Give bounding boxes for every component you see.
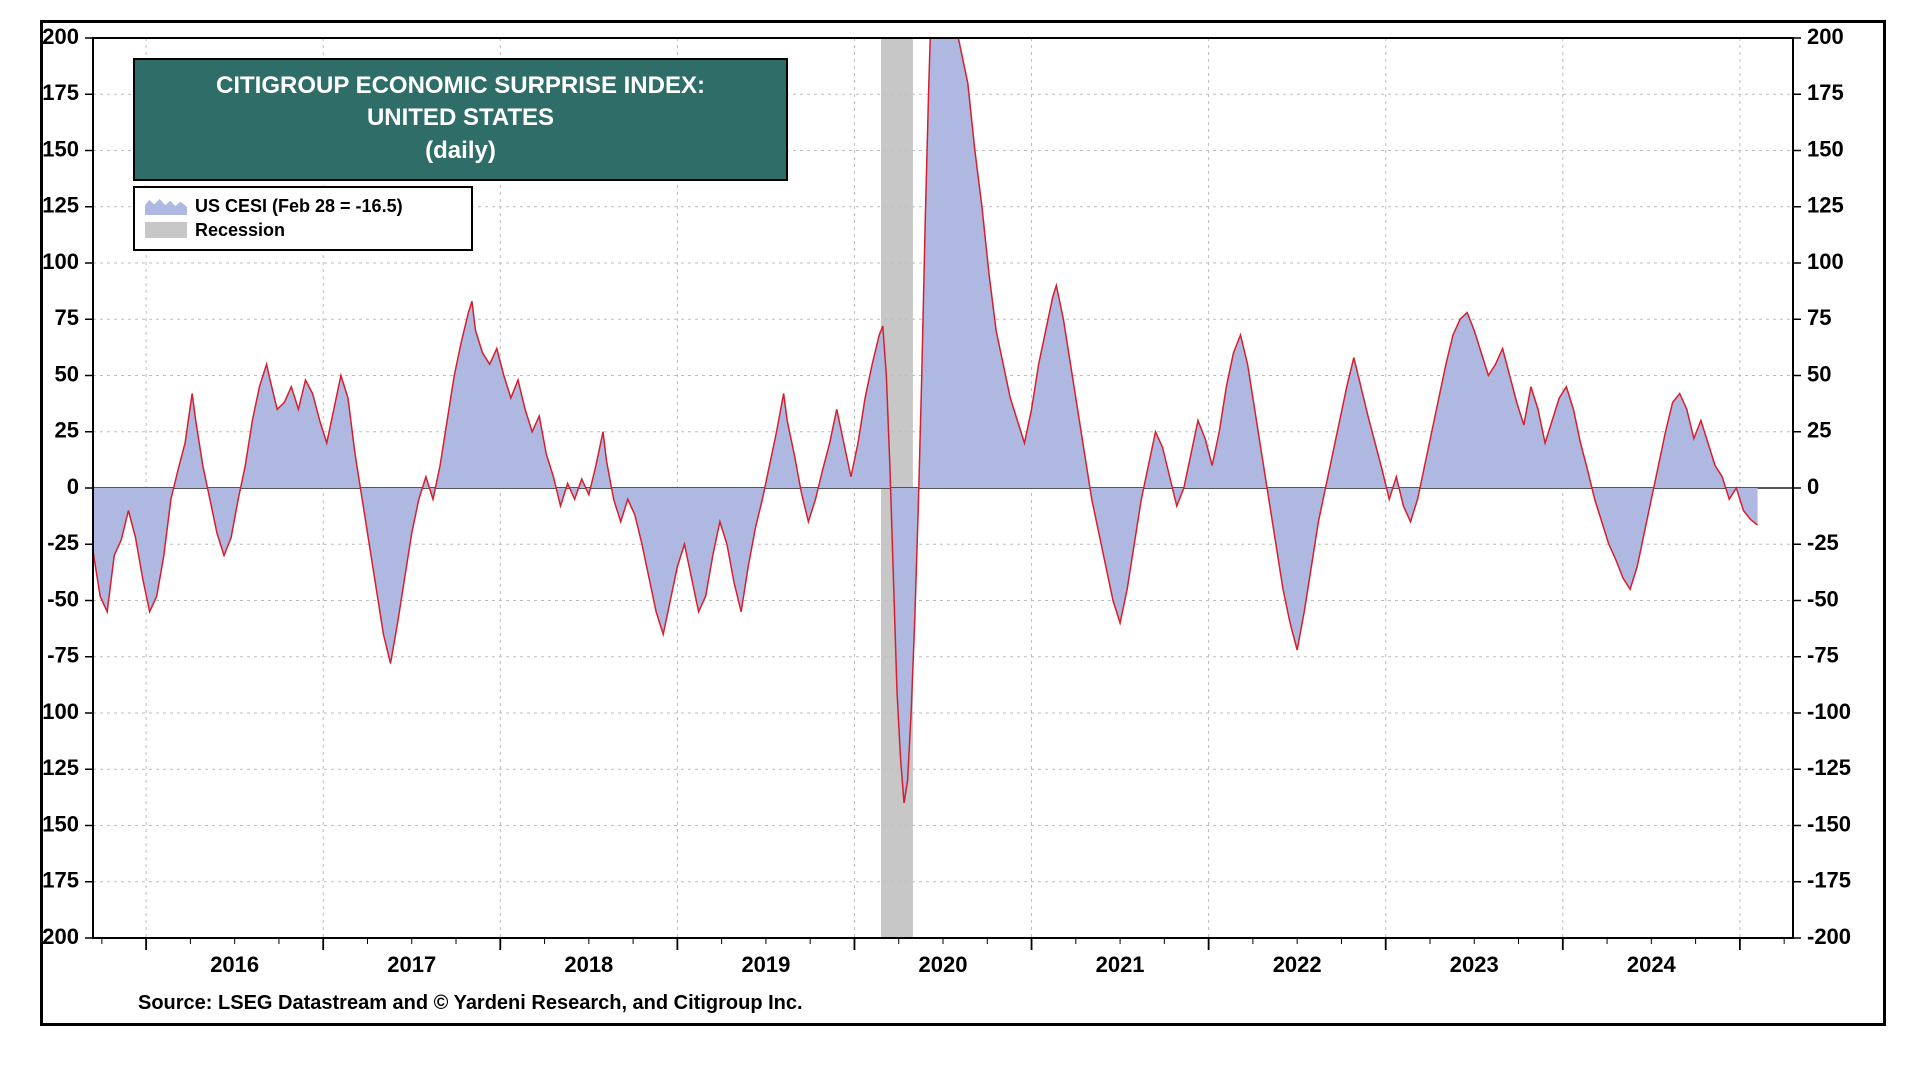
y-tick-label: -200 (43, 924, 79, 949)
y-tick-label: 0 (67, 474, 79, 499)
legend-item-series: US CESI (Feb 28 = -16.5) (145, 194, 459, 218)
x-tick-label: 2021 (1096, 952, 1145, 977)
y-tick-label: 125 (1807, 193, 1844, 218)
chart-source-text: Source: LSEG Datastream and © Yardeni Re… (138, 992, 803, 1015)
x-tick-label: 2024 (1627, 952, 1677, 977)
y-axis-left: -200 -175 -150 -125 -100 -75 -50 -25 0 25 50 75 100 1… (43, 24, 93, 949)
y-tick-label: -125 (1807, 755, 1851, 780)
chart-legend: US CESI (Feb 28 = -16.5) Recession (133, 186, 473, 251)
legend-swatch-recession-icon (145, 222, 187, 238)
y-tick-label: 50 (55, 361, 79, 386)
y-tick-label: 25 (55, 418, 79, 443)
x-tick-label: 2022 (1273, 952, 1322, 977)
y-tick-label: -100 (43, 699, 79, 724)
y-tick-label: 175 (43, 80, 79, 105)
legend-item-recession: Recession (145, 218, 459, 242)
chart-title-line2: UNITED STATES (147, 102, 774, 134)
y-tick-label: -175 (43, 868, 79, 893)
y-tick-label: 25 (1807, 418, 1831, 443)
y-tick-label: -200 (1807, 924, 1851, 949)
y-tick-label: -125 (43, 755, 79, 780)
y-tick-label: -100 (1807, 699, 1851, 724)
y-tick-label: -25 (1807, 530, 1839, 555)
y-tick-label: -50 (1807, 586, 1839, 611)
y-tick-label: 75 (1807, 305, 1831, 330)
y-tick-label: 200 (43, 24, 79, 49)
y-tick-label: 150 (43, 136, 79, 161)
y-tick-label: -175 (1807, 868, 1851, 893)
y-tick-label: 200 (1807, 24, 1844, 49)
y-tick-label: -150 (1807, 811, 1851, 836)
legend-swatch-area-icon (145, 197, 187, 215)
y-tick-label: -50 (47, 586, 79, 611)
chart-title-box: CITIGROUP ECONOMIC SURPRISE INDEX: UNITE… (133, 58, 788, 181)
x-tick-label: 2023 (1450, 952, 1499, 977)
x-tick-label: 2020 (919, 952, 968, 977)
y-tick-label: -75 (47, 643, 79, 668)
chart-title-line3: (daily) (147, 135, 774, 167)
y-tick-label: 125 (43, 193, 79, 218)
x-tick-label: 2017 (387, 952, 436, 977)
x-tick-label: 2019 (741, 952, 790, 977)
y-tick-label: 100 (43, 249, 79, 274)
y-tick-label: -25 (47, 530, 79, 555)
y-tick-label: 175 (1807, 80, 1844, 105)
x-tick-label: 2018 (564, 952, 613, 977)
chart-title-line1: CITIGROUP ECONOMIC SURPRISE INDEX: (147, 70, 774, 102)
y-tick-label: 100 (1807, 249, 1844, 274)
chart-outer-frame: -200 -175 -150 -125 -100 -75 -50 -25 0 25 50 75 100 1… (40, 20, 1886, 1026)
y-tick-label: 150 (1807, 136, 1844, 161)
x-axis: 2016 2017 2018 2019 2020 2021 2022 2023 2024 (102, 938, 1784, 977)
legend-label-recession: Recession (195, 218, 285, 242)
y-tick-label: 50 (1807, 361, 1831, 386)
y-axis-right: -200 -175 -150 -125 -100 -75 -50 -25 0 25 50 75 100 1… (1793, 24, 1851, 949)
y-tick-label: -75 (1807, 643, 1839, 668)
y-tick-label: -150 (43, 811, 79, 836)
y-tick-label: 0 (1807, 474, 1819, 499)
x-tick-label: 2016 (210, 952, 259, 977)
y-tick-label: 75 (55, 305, 79, 330)
legend-label-series: US CESI (Feb 28 = -16.5) (195, 194, 403, 218)
